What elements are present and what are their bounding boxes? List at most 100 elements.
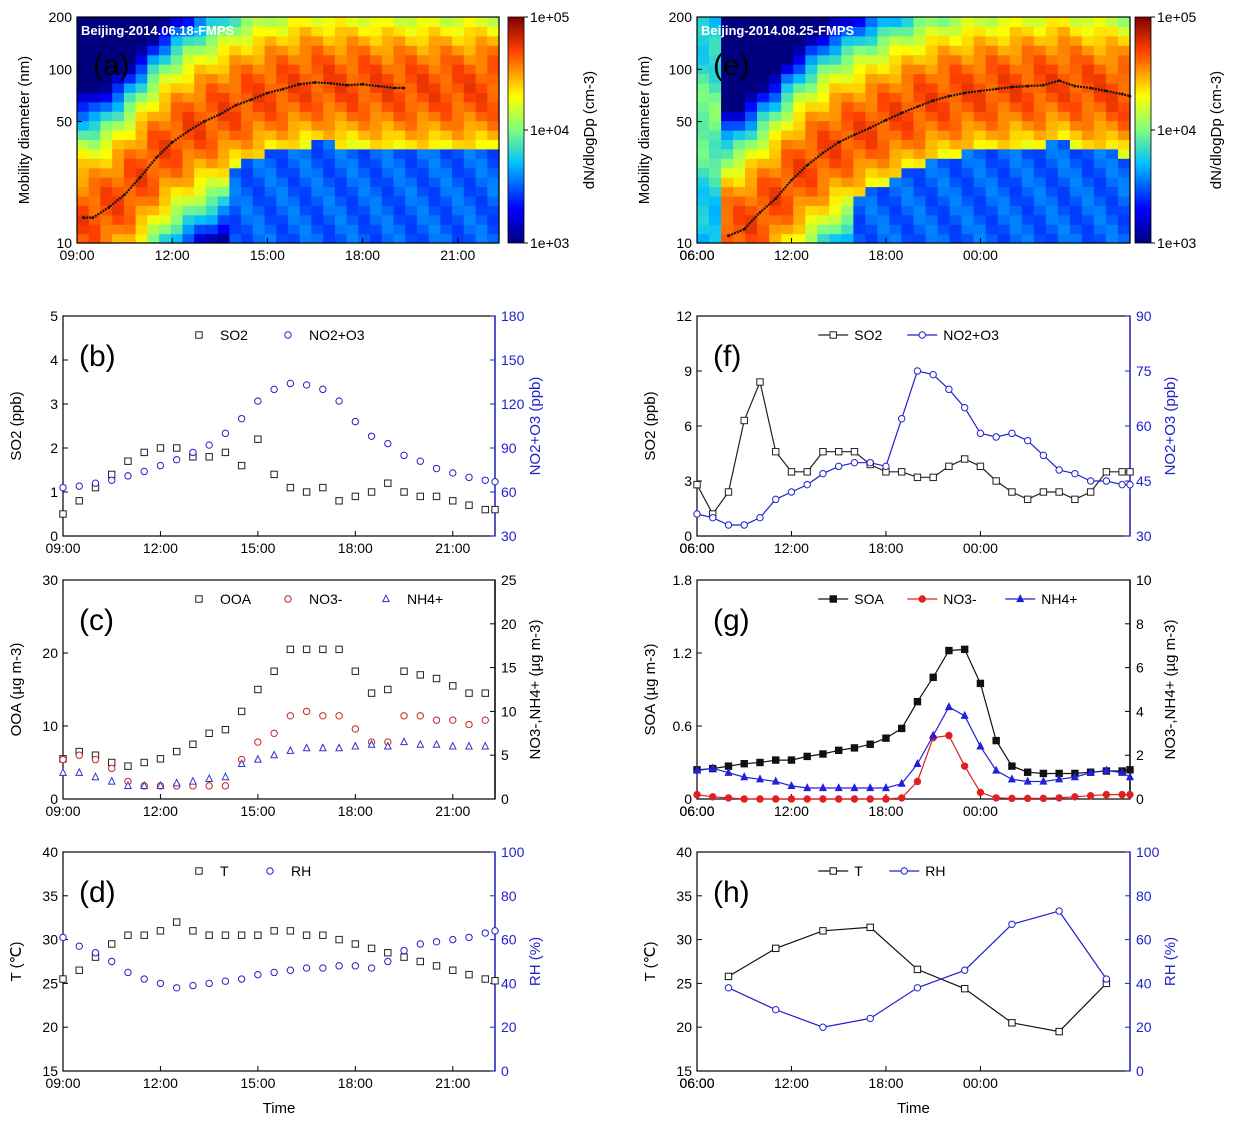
heatmap-cell <box>252 148 266 159</box>
data-point <box>270 729 278 737</box>
heatmap-cell <box>745 148 758 159</box>
data-point <box>189 448 197 457</box>
heatmap-cell <box>961 64 975 75</box>
heatmap-cell <box>288 233 301 244</box>
data-point <box>156 979 165 988</box>
heatmap-cell <box>77 120 90 131</box>
heatmap-cell <box>135 177 148 188</box>
heatmap-cell <box>973 26 987 37</box>
heatmap-cell <box>334 195 348 206</box>
heatmap-cell <box>817 92 830 103</box>
heatmap-cell <box>182 54 195 65</box>
heatmap-cell <box>358 214 371 225</box>
y-tick-label: 35 <box>676 888 692 904</box>
y2-tick-label: 150 <box>501 352 525 368</box>
heatmap-cell <box>865 214 878 225</box>
heatmap-cell <box>452 205 465 216</box>
heatmap-cell <box>805 82 818 93</box>
heatmap-cell <box>973 214 987 225</box>
heatmap-cell <box>88 148 101 159</box>
heatmap-cell <box>745 73 758 84</box>
heatmap-cell <box>985 101 999 112</box>
heatmap-cell <box>288 64 301 75</box>
heatmap-cell <box>1057 101 1071 112</box>
heatmap-cell <box>961 186 975 197</box>
y2-tick-label: 25 <box>501 572 517 588</box>
heatmap-cell <box>1045 26 1059 37</box>
heatmap-cell <box>709 139 722 150</box>
heatmap-cell <box>416 130 430 140</box>
data-point <box>432 464 441 473</box>
heatmap-cell <box>709 148 722 159</box>
heatmap-cell <box>194 224 207 235</box>
heatmap-cell <box>463 214 477 225</box>
heatmap-cell <box>416 233 430 244</box>
heatmap-cell <box>229 186 242 197</box>
heatmap-cell <box>961 167 975 178</box>
mode-diameter-point <box>234 103 238 107</box>
heatmap-cell <box>381 17 395 27</box>
heatmap-cell <box>252 158 266 169</box>
heatmap-cell <box>264 158 277 169</box>
heatmap-cell <box>745 130 758 140</box>
heatmap-cell <box>487 54 500 65</box>
heatmap-cell <box>288 214 301 225</box>
heatmap-cell <box>889 214 902 225</box>
heatmap-cell <box>194 214 207 225</box>
heatmap-cell <box>733 148 746 159</box>
heatmap-cell <box>1118 73 1131 84</box>
heatmap-cell <box>961 148 975 159</box>
heatmap-cell <box>77 26 90 37</box>
heatmap-cell <box>475 120 488 131</box>
heatmap-cell <box>793 120 806 131</box>
heatmap-cell <box>381 73 395 84</box>
heatmap-cell <box>1081 224 1095 235</box>
data-point <box>992 736 1000 745</box>
heatmap-cell <box>334 148 348 159</box>
heatmap-cell <box>299 35 312 46</box>
heatmap-cell <box>973 139 987 150</box>
heatmap-cell <box>1009 45 1023 56</box>
heatmap-cell <box>841 26 854 37</box>
heatmap-cell <box>1093 148 1107 159</box>
heatmap-cell <box>334 214 348 225</box>
heatmap-cell <box>877 205 890 216</box>
heatmap-cell <box>252 101 266 112</box>
heatmap-cell <box>194 82 207 93</box>
heatmap-cell <box>241 195 254 206</box>
heatmap-cell <box>865 233 878 244</box>
heatmap-cell <box>147 82 160 93</box>
heatmap-cell <box>793 73 806 84</box>
heatmap-cell <box>217 205 230 216</box>
mode-diameter-line <box>83 81 404 219</box>
heatmap-cell <box>733 111 746 122</box>
heatmap-cell <box>405 111 418 122</box>
heatmap-cell <box>781 139 794 150</box>
heatmap-cell <box>877 167 890 178</box>
heatmap-cell <box>182 195 195 206</box>
heatmap-cell <box>428 130 441 140</box>
heatmap-cell <box>949 120 963 131</box>
heatmap-cell <box>182 233 195 244</box>
colorbar-label: dN/dlogDp (cm-3) <box>581 71 598 189</box>
heatmap-cell <box>487 148 500 159</box>
data-point <box>432 492 441 501</box>
heatmap-cell <box>463 92 477 103</box>
series-line <box>696 648 1131 775</box>
heatmap-cell <box>311 111 324 122</box>
heatmap-cell <box>1045 167 1059 178</box>
heatmap-cell <box>817 205 830 216</box>
heatmap-cell <box>323 101 336 112</box>
heatmap-cell <box>829 35 842 46</box>
heatmap-cell <box>452 17 465 27</box>
heatmap-cell <box>805 195 818 206</box>
heatmap-cell <box>159 64 172 75</box>
heatmap-cell <box>323 233 336 244</box>
heatmap-cell <box>841 130 854 140</box>
heatmap-cell <box>264 17 277 27</box>
heatmap-cell <box>123 45 137 56</box>
heatmap-cell <box>159 214 172 225</box>
y-tick-label: 0 <box>684 528 692 544</box>
panel-label: (c) <box>79 604 114 637</box>
heatmap-cell <box>487 92 500 103</box>
